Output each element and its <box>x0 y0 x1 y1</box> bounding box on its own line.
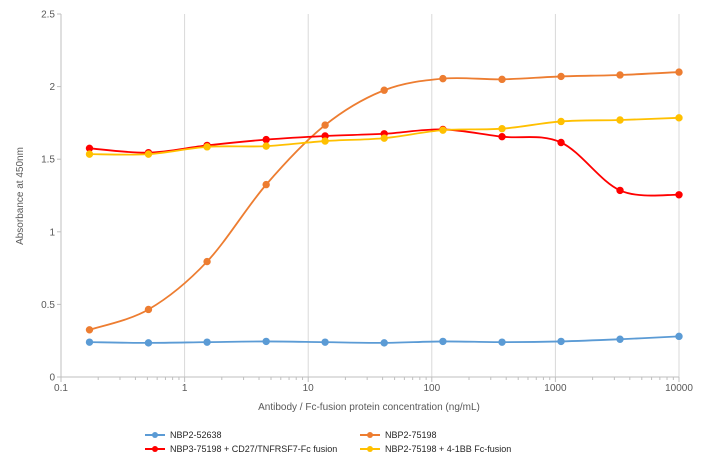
series-group <box>85 68 683 347</box>
legend-entry: NBP2-75198 <box>360 430 437 440</box>
data-point <box>380 339 388 347</box>
legend-label: NBP2-52638 <box>170 430 222 440</box>
data-point <box>557 72 565 81</box>
data-point <box>675 332 683 341</box>
data-point <box>616 116 624 124</box>
legend-entry: NBP2-75198 + 4-1BB Fc-fusion <box>360 444 511 454</box>
data-point <box>262 142 270 150</box>
y-tick-label: 2 <box>49 82 55 93</box>
data-point <box>85 326 94 334</box>
data-point <box>616 186 624 195</box>
data-point <box>144 305 153 314</box>
legend-entry: NBP3-75198 + CD27/TNFRSF7-Fc fusion <box>145 444 337 454</box>
y-tick-label: 2.5 <box>41 10 55 21</box>
legend-dot-marker <box>152 446 158 452</box>
data-point <box>675 68 683 76</box>
data-point <box>380 86 388 94</box>
data-point <box>557 138 565 147</box>
data-point <box>498 132 506 141</box>
x-axis-title: Antibody / Fc-fusion protein concentrati… <box>258 402 480 413</box>
data-point <box>380 134 388 142</box>
data-point <box>144 150 153 158</box>
series-line <box>89 71 680 331</box>
legend: NBP2-52638 NBP2-75198 NBP3-75198 + CD27/TN… <box>145 430 511 454</box>
data-point <box>203 338 211 346</box>
x-tick-label: 1000 <box>544 383 567 394</box>
data-point <box>203 257 211 266</box>
data-point <box>439 74 447 83</box>
data-point <box>203 143 211 151</box>
legend-dot-marker <box>367 446 373 452</box>
data-point <box>262 135 270 144</box>
legend-dot-marker <box>152 432 158 438</box>
y-tick-label: 1 <box>49 227 55 238</box>
axes: 0.1 1 10 100 1000 10000 0 0.5 1 1.5 2 2.5 <box>41 10 693 395</box>
x-tick-label: 100 <box>423 383 440 394</box>
data-point <box>498 125 506 133</box>
data-point <box>321 137 329 145</box>
data-point <box>262 337 270 346</box>
data-point <box>321 121 329 129</box>
data-point <box>85 150 94 158</box>
legend-entry: NBP2-52638 <box>145 430 222 440</box>
legend-label: NBP2-75198 + 4-1BB Fc-fusion <box>385 444 511 454</box>
x-tick-label: 10000 <box>665 383 693 394</box>
grid-lines <box>60 14 680 377</box>
data-point <box>616 71 624 79</box>
series-1 <box>85 332 683 347</box>
series-2 <box>85 68 683 334</box>
data-point <box>439 126 447 134</box>
x-tick-label: 1 <box>182 383 188 394</box>
legend-label: NBP3-75198 + CD27/TNFRSF7-Fc fusion <box>170 444 337 454</box>
data-point <box>675 114 683 122</box>
data-point <box>144 339 153 347</box>
x-tick-label: 0.1 <box>54 383 68 394</box>
y-axis-title: Absorbance at 450nm <box>15 147 26 245</box>
y-tick-label: 1.5 <box>41 155 55 166</box>
data-point <box>85 338 94 346</box>
data-point <box>498 338 506 346</box>
data-point <box>616 335 624 343</box>
y-tick-label: 0 <box>49 373 55 384</box>
data-point <box>498 75 506 84</box>
data-point <box>262 180 270 189</box>
data-point <box>675 191 683 199</box>
y-tick-label: 0.5 <box>41 300 55 311</box>
data-point <box>557 337 565 346</box>
data-point <box>439 337 447 346</box>
data-point <box>321 338 329 346</box>
x-tick-label: 10 <box>303 383 315 394</box>
legend-dot-marker <box>367 432 373 438</box>
data-point <box>557 117 565 126</box>
legend-label: NBP2-75198 <box>385 430 437 440</box>
series-4 <box>85 114 683 158</box>
